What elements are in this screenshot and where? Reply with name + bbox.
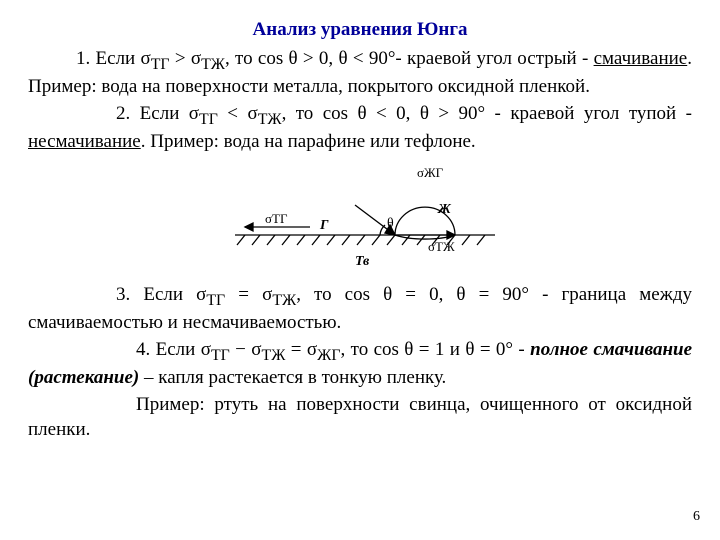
sigma-tz-label: σТЖ [428, 239, 455, 254]
tv-label: Тв [355, 254, 370, 269]
g-label: Г [319, 218, 329, 233]
p1-sub2: ТЖ [201, 55, 225, 72]
paragraph-3: 3. Если σТГ = σТЖ, то cos θ = 0, θ = 90°… [28, 283, 692, 336]
theta-label: θ [387, 216, 394, 231]
p2-text-c: , то cos θ < 0, θ > 90° - краевой угол т… [282, 103, 692, 124]
p3-sub2: ТЖ [272, 292, 296, 309]
p5-text: Пример: ртуть на поверхности свинца, очи… [28, 394, 692, 440]
sigma-zhg-label: σЖГ [417, 165, 444, 180]
p1-text-b: > σ [170, 48, 202, 69]
p4-text-d: , то cos θ = 1 и θ = 0° - [341, 339, 531, 360]
zh-label: Ж [437, 202, 452, 217]
p2-text-d: . Пример: вода на парафине или тефлоне. [141, 131, 476, 152]
p4-sub1: ТГ [211, 347, 230, 364]
paragraph-2: 2. Если σТГ < σТЖ, то cos θ < 0, θ > 90°… [28, 102, 692, 155]
sigma-tg-label: σТГ [265, 211, 288, 226]
p4-text-a: 4. Если σ [136, 339, 211, 360]
wetting-diagram: σЖГ σТГ σТЖ Г Ж Тв θ [195, 165, 525, 275]
p1-underline: смачивание [594, 48, 688, 69]
p4-text-c: = σ [285, 339, 317, 360]
p1-text-c: , то cos θ > 0, θ < 90°- краевой угол ос… [225, 48, 594, 69]
p4-text-b: − σ [230, 339, 262, 360]
p2-underline: несмачивание [28, 131, 141, 152]
p1-sub1: ТГ [151, 55, 170, 72]
p2-sub2: ТЖ [258, 111, 282, 128]
page-number: 6 [693, 508, 700, 526]
p4-sub3: ЖГ [317, 347, 340, 364]
paragraph-4: 4. Если σТГ − σТЖ = σЖГ, то cos θ = 1 и … [28, 338, 692, 391]
p4-sub2: ТЖ [262, 347, 286, 364]
page-title: Анализ уравнения Юнга [28, 18, 692, 43]
p4-text-e: – капля растекается в тонкую пленку. [139, 367, 446, 388]
p3-text-b: = σ [225, 284, 272, 305]
paragraph-5: Пример: ртуть на поверхности свинца, очи… [28, 393, 692, 442]
p1-text-a: 1. Если σ [76, 48, 151, 69]
p2-text-a: 2. Если σ [116, 103, 199, 124]
paragraph-1: 1. Если σТГ > σТЖ, то cos θ > 0, θ < 90°… [28, 47, 692, 100]
p3-sub1: ТГ [206, 292, 225, 309]
p2-text-b: < σ [218, 103, 258, 124]
p2-sub1: ТГ [199, 111, 218, 128]
p3-text-a: 3. Если σ [116, 284, 206, 305]
